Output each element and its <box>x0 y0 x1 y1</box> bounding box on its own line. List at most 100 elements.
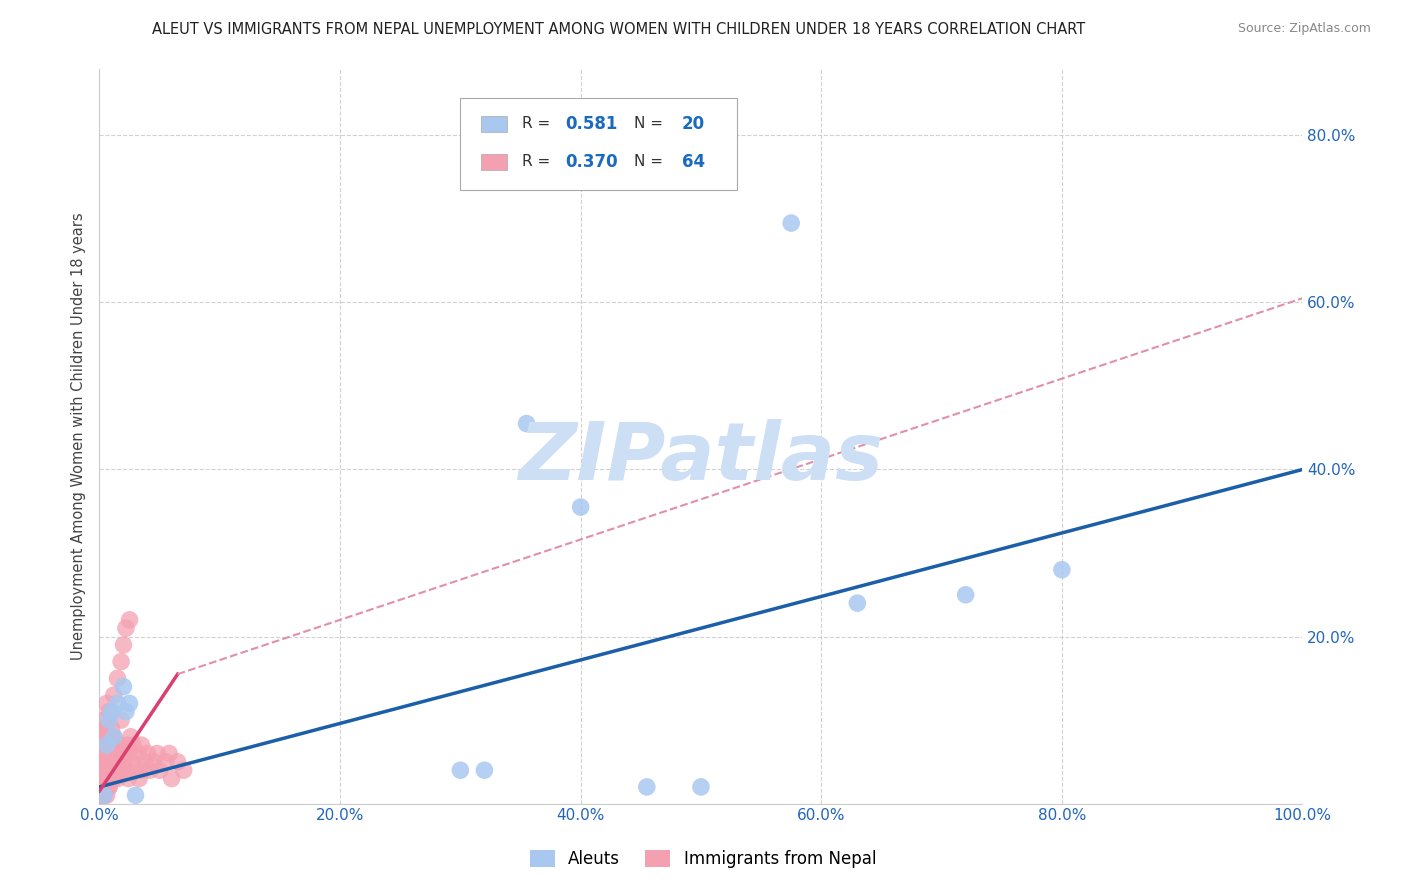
Point <box>97 730 120 744</box>
Point <box>93 713 115 727</box>
Point <box>118 747 141 761</box>
Point <box>90 772 112 786</box>
Point <box>90 772 112 786</box>
Point <box>90 789 112 803</box>
Point <box>110 763 132 777</box>
Point <box>91 763 114 777</box>
Point <box>101 755 124 769</box>
Point <box>96 772 118 786</box>
Point <box>98 780 121 794</box>
Point <box>122 738 145 752</box>
Point <box>124 789 146 803</box>
Point <box>107 671 129 685</box>
Point <box>100 730 122 744</box>
Point <box>139 763 162 777</box>
Point <box>107 697 129 711</box>
Point <box>90 789 112 803</box>
Point <box>128 772 150 786</box>
Point <box>103 730 125 744</box>
Point <box>115 621 138 635</box>
Point <box>97 763 120 777</box>
Point <box>846 596 869 610</box>
Text: ZIPatlas: ZIPatlas <box>519 419 883 497</box>
Point <box>107 755 129 769</box>
Point <box>173 763 195 777</box>
Point <box>98 705 121 719</box>
Point <box>90 789 112 803</box>
Point <box>97 738 120 752</box>
Point <box>94 780 117 794</box>
Point <box>127 747 149 761</box>
Point <box>131 738 153 752</box>
Point <box>105 763 128 777</box>
Point <box>115 705 138 719</box>
Point <box>780 216 803 230</box>
Point <box>98 780 121 794</box>
Point <box>94 772 117 786</box>
Point <box>132 763 155 777</box>
Text: 20: 20 <box>682 115 704 133</box>
Point <box>100 722 122 736</box>
Point <box>157 747 180 761</box>
Point <box>90 780 112 794</box>
Point <box>103 772 125 786</box>
Point <box>100 763 122 777</box>
Text: 64: 64 <box>682 153 704 171</box>
Point <box>93 789 115 803</box>
Point <box>107 772 129 786</box>
Point <box>112 680 135 694</box>
Point <box>91 780 114 794</box>
Point <box>114 747 136 761</box>
Text: R =: R = <box>522 154 555 169</box>
Text: Source: ZipAtlas.com: Source: ZipAtlas.com <box>1237 22 1371 36</box>
Point <box>98 738 121 752</box>
Point <box>155 755 177 769</box>
Point <box>118 613 141 627</box>
Text: 0.370: 0.370 <box>565 153 617 171</box>
Point <box>98 747 121 761</box>
Point <box>124 763 146 777</box>
Point <box>98 772 121 786</box>
Point <box>90 772 112 786</box>
Point <box>90 789 112 803</box>
Point <box>107 738 129 752</box>
Point <box>93 763 115 777</box>
Point <box>110 713 132 727</box>
Point <box>115 738 138 752</box>
Point <box>90 738 112 752</box>
Point <box>90 755 112 769</box>
Point <box>110 655 132 669</box>
Point <box>98 755 121 769</box>
Point <box>118 697 141 711</box>
Point <box>91 730 114 744</box>
Point <box>91 738 114 752</box>
Point <box>90 747 112 761</box>
Point <box>90 780 112 794</box>
Point <box>160 772 183 786</box>
Point <box>93 747 115 761</box>
Text: R =: R = <box>522 116 555 131</box>
Point <box>120 730 142 744</box>
Point <box>636 780 658 794</box>
Point <box>94 755 117 769</box>
Point <box>96 738 118 752</box>
Point <box>96 789 118 803</box>
Text: N =: N = <box>634 116 668 131</box>
Point <box>121 755 143 769</box>
Point <box>112 755 135 769</box>
Point <box>94 722 117 736</box>
Point <box>96 738 118 752</box>
Point <box>90 780 112 794</box>
Point <box>94 722 117 736</box>
Point <box>90 772 112 786</box>
Point <box>955 588 977 602</box>
Point <box>115 763 138 777</box>
Point <box>90 763 112 777</box>
Point <box>103 730 125 744</box>
Point <box>91 755 114 769</box>
Text: ALEUT VS IMMIGRANTS FROM NEPAL UNEMPLOYMENT AMONG WOMEN WITH CHILDREN UNDER 18 Y: ALEUT VS IMMIGRANTS FROM NEPAL UNEMPLOYM… <box>152 22 1085 37</box>
Point <box>166 755 188 769</box>
FancyBboxPatch shape <box>460 98 737 190</box>
Legend: Aleuts, Immigrants from Nepal: Aleuts, Immigrants from Nepal <box>523 843 883 875</box>
Point <box>146 747 169 761</box>
